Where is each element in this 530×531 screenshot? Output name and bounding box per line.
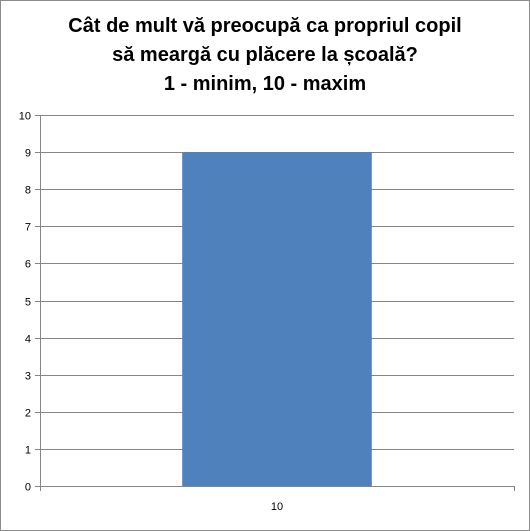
- x-axis-tick-labels: 10: [271, 501, 283, 513]
- y-tick-label: 7: [25, 222, 31, 234]
- y-tick-label: 1: [25, 445, 31, 457]
- y-tick-label: 5: [25, 297, 31, 309]
- bar: [182, 152, 372, 486]
- y-tick-label: 2: [25, 408, 31, 420]
- bars: [182, 152, 372, 486]
- chart-title-line-1: Cât de mult vă preocupă ca propriul copi…: [68, 15, 462, 37]
- y-tick-label: 10: [19, 111, 31, 123]
- y-tick-label: 8: [25, 185, 31, 197]
- x-tick-label: 10: [271, 501, 283, 513]
- y-tick-label: 0: [25, 482, 31, 494]
- y-tick-label: 3: [25, 371, 31, 383]
- chart-title-line-2: să meargă cu plăcere la școală?: [112, 44, 418, 66]
- chart-title: Cât de mult vă preocupă ca propriul copi…: [0, 12, 530, 99]
- y-axis-tick-labels: 0 1 2 3 4 5 6 7 8 9 10: [19, 111, 31, 494]
- chart-title-line-3: 1 - minim, 10 - maxim: [163, 73, 367, 95]
- y-tick-label: 9: [25, 148, 31, 160]
- y-tick-label: 6: [25, 259, 31, 271]
- y-tick-label: 4: [25, 334, 31, 346]
- axes: [35, 115, 515, 491]
